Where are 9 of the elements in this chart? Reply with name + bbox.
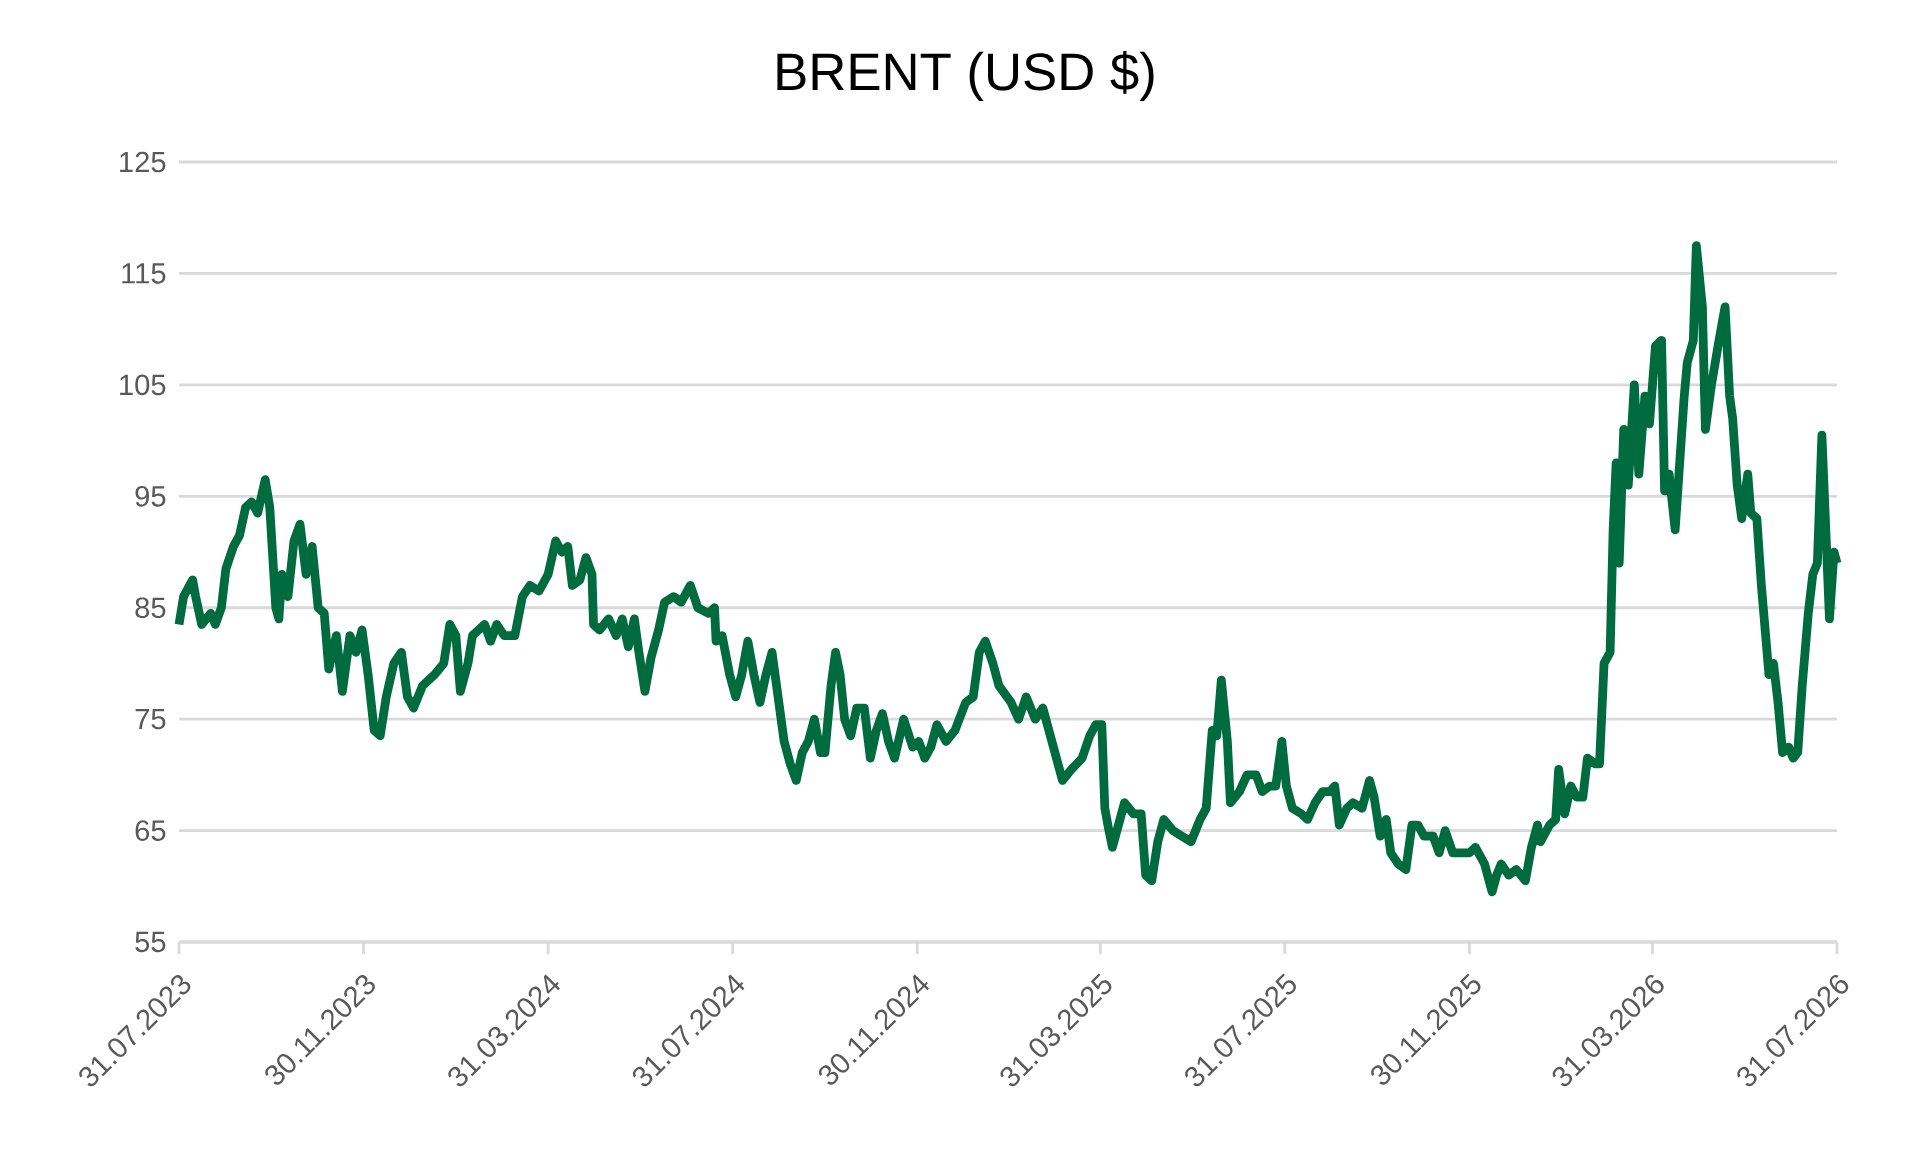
y-tick-label: 105: [120, 374, 166, 396]
y-tick-label: 85: [135, 597, 166, 619]
y-tick-label: 65: [135, 820, 166, 841]
y-tick-label: 125: [120, 151, 166, 173]
y-tick-label: 95: [135, 486, 166, 507]
y-tick-label: 115: [122, 263, 166, 284]
chart-title: BRENT (USD $): [777, 51, 1154, 101]
y-tick-label: 55: [135, 931, 166, 953]
y-tick-label: 75: [135, 708, 166, 730]
